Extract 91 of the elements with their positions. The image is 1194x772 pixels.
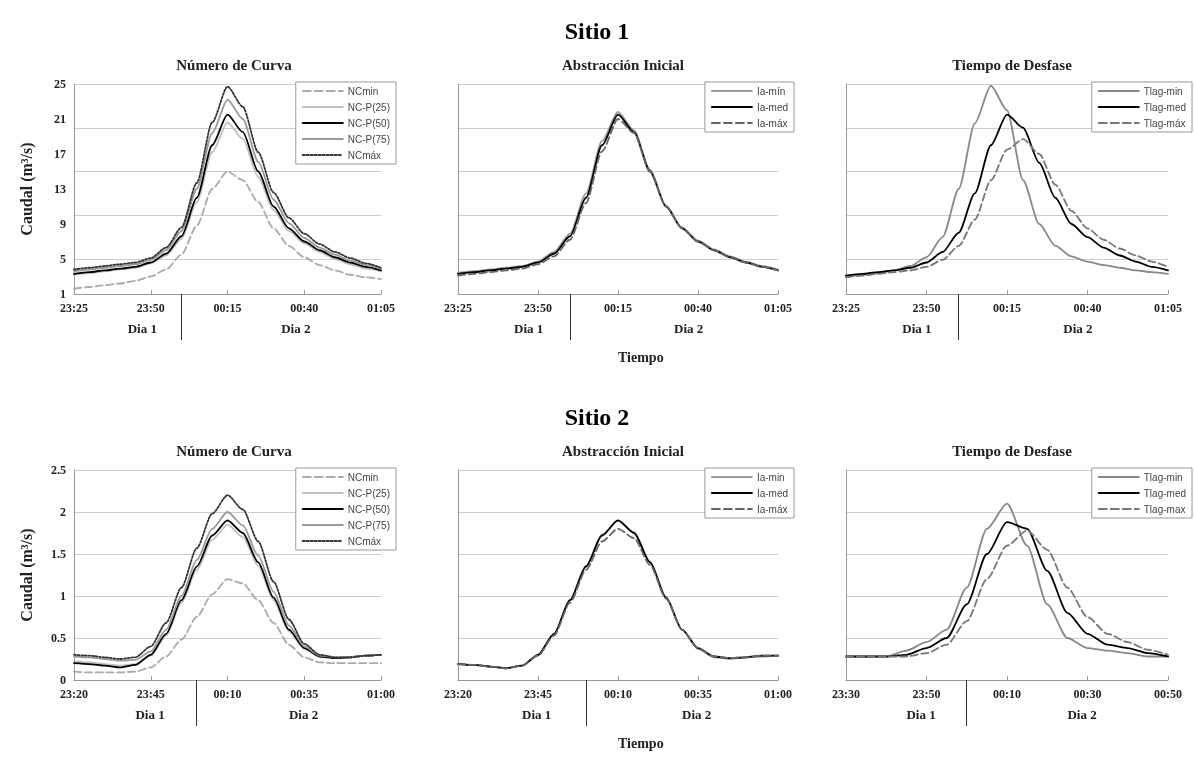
x-tick-label: 00:15 [604, 301, 632, 315]
x-tick-label: 00:40 [1073, 301, 1102, 315]
y-tick-label: 1.5 [51, 547, 66, 561]
x-tick-label: 01:05 [367, 301, 395, 315]
legend-label: NC-P(50) [347, 503, 391, 515]
x-tick-label: 00:10 [604, 687, 632, 701]
legend-label: Ia-min [756, 471, 785, 483]
legend-label: Tlag-min [1143, 85, 1183, 97]
chart-subtitle: Abstracción Inicial [561, 442, 685, 459]
text: Dia 1 [906, 707, 936, 722]
x-tick-label: 23:45 [524, 687, 552, 701]
x-tick-label: 01:00 [367, 687, 395, 701]
x-tick-label: 00:10 [993, 687, 1021, 701]
legend-label: NC-P(50) [347, 117, 391, 129]
x-tick-label: 00:30 [1073, 687, 1102, 701]
x-tick-label: 01:05 [1154, 301, 1182, 315]
y-tick-label: 21 [54, 112, 66, 126]
y-tick-label: 1 [60, 589, 66, 603]
text: Dia 2 [281, 321, 311, 336]
legend-label: NCmáx [347, 149, 382, 161]
y-tick-label: 5 [60, 252, 66, 266]
y-tick-label: 0 [60, 673, 66, 687]
x-axis-title: Tiempo [618, 735, 664, 751]
chart-title: Tiempo de Desfase [952, 56, 1073, 73]
legend-label: Tlag-med [1143, 101, 1187, 113]
chart-title: Número de Curva [176, 56, 293, 73]
x-tick-label: 23:25 [832, 301, 860, 315]
y-tick-label: 9 [60, 217, 66, 231]
line-series [73, 578, 382, 674]
x-tick-label: 00:40 [290, 301, 319, 315]
legend-label: Tlag-máx [1143, 117, 1186, 129]
x-tick-label: 23:20 [444, 687, 472, 701]
chart-title: Número de Curva [176, 442, 293, 459]
x-tick-label: 00:15 [993, 301, 1021, 315]
y-tick-label: 25 [54, 77, 66, 91]
x-axis-title: Tiempo [618, 349, 664, 365]
legend-label: NC-P(25) [347, 487, 391, 499]
chart-title: Sitio 2 [564, 404, 630, 430]
line-series [73, 170, 382, 290]
x-tick-label: 00:35 [290, 687, 319, 701]
text: Dia 2 [674, 321, 704, 336]
legend-label: Ia-med [756, 487, 788, 499]
legend-label: NCmin [347, 85, 379, 97]
x-tick-label: 23:50 [912, 301, 941, 315]
legend-label: NC-P(75) [347, 519, 391, 531]
legend-label: Ia-med [756, 101, 788, 113]
text: Dia 1 [514, 321, 544, 336]
legend-label: Tlag-max [1143, 503, 1186, 515]
legend-label: NC-P(25) [347, 101, 391, 113]
y-axis-title: Caudal (m³/s) [17, 528, 36, 622]
y-tick-label: 2 [60, 505, 66, 519]
y-tick-label: 0.5 [51, 631, 66, 645]
x-tick-label: 00:35 [684, 687, 712, 701]
text: Dia 2 [682, 707, 712, 722]
legend-label: NCmáx [347, 535, 382, 547]
text: Dia 1 [127, 321, 157, 336]
x-tick-label: 00:10 [213, 687, 242, 701]
text: Dia 2 [288, 707, 319, 722]
y-tick-label: 17 [54, 147, 66, 161]
legend-label: Ia-máx [756, 503, 788, 515]
x-tick-label: 00:50 [1154, 687, 1182, 701]
x-tick-label: 23:25 [60, 301, 88, 315]
y-tick-label: 13 [54, 182, 66, 196]
x-tick-label: 23:50 [524, 301, 552, 315]
chart-title: Sitio 1 [564, 18, 630, 44]
text: Dia 1 [135, 707, 165, 722]
legend-label: Tlag-min [1143, 471, 1183, 483]
x-tick-label: 00:15 [213, 301, 242, 315]
x-tick-label: 23:45 [136, 687, 165, 701]
chart-subtitle: Abstracción Inicial [561, 56, 685, 73]
x-tick-label: 23:25 [444, 301, 472, 315]
x-tick-label: 23:30 [832, 687, 860, 701]
legend-label: NCmin [347, 471, 379, 483]
x-tick-label: 00:40 [684, 301, 712, 315]
text: Dia 1 [522, 707, 552, 722]
legend-label: Ia-mín [756, 85, 786, 97]
y-axis-title: Caudal (m³/s) [17, 142, 36, 236]
x-tick-label: 01:00 [764, 687, 792, 701]
chart-title: Tiempo de Desfase [952, 442, 1073, 459]
text: Dia 2 [1063, 321, 1093, 336]
y-tick-label: 2.5 [51, 463, 66, 477]
legend-label: Ia-máx [756, 117, 788, 129]
x-tick-label: 23:20 [60, 687, 88, 701]
x-tick-label: 01:05 [764, 301, 792, 315]
legend-label: Tlag-med [1143, 487, 1187, 499]
x-tick-label: 23:50 [912, 687, 941, 701]
legend-label: NC-P(75) [347, 133, 391, 145]
text: Dia 2 [1067, 707, 1097, 722]
y-tick-label: 1 [60, 287, 66, 301]
x-tick-label: 23:50 [136, 301, 165, 315]
text: Dia 1 [902, 321, 932, 336]
